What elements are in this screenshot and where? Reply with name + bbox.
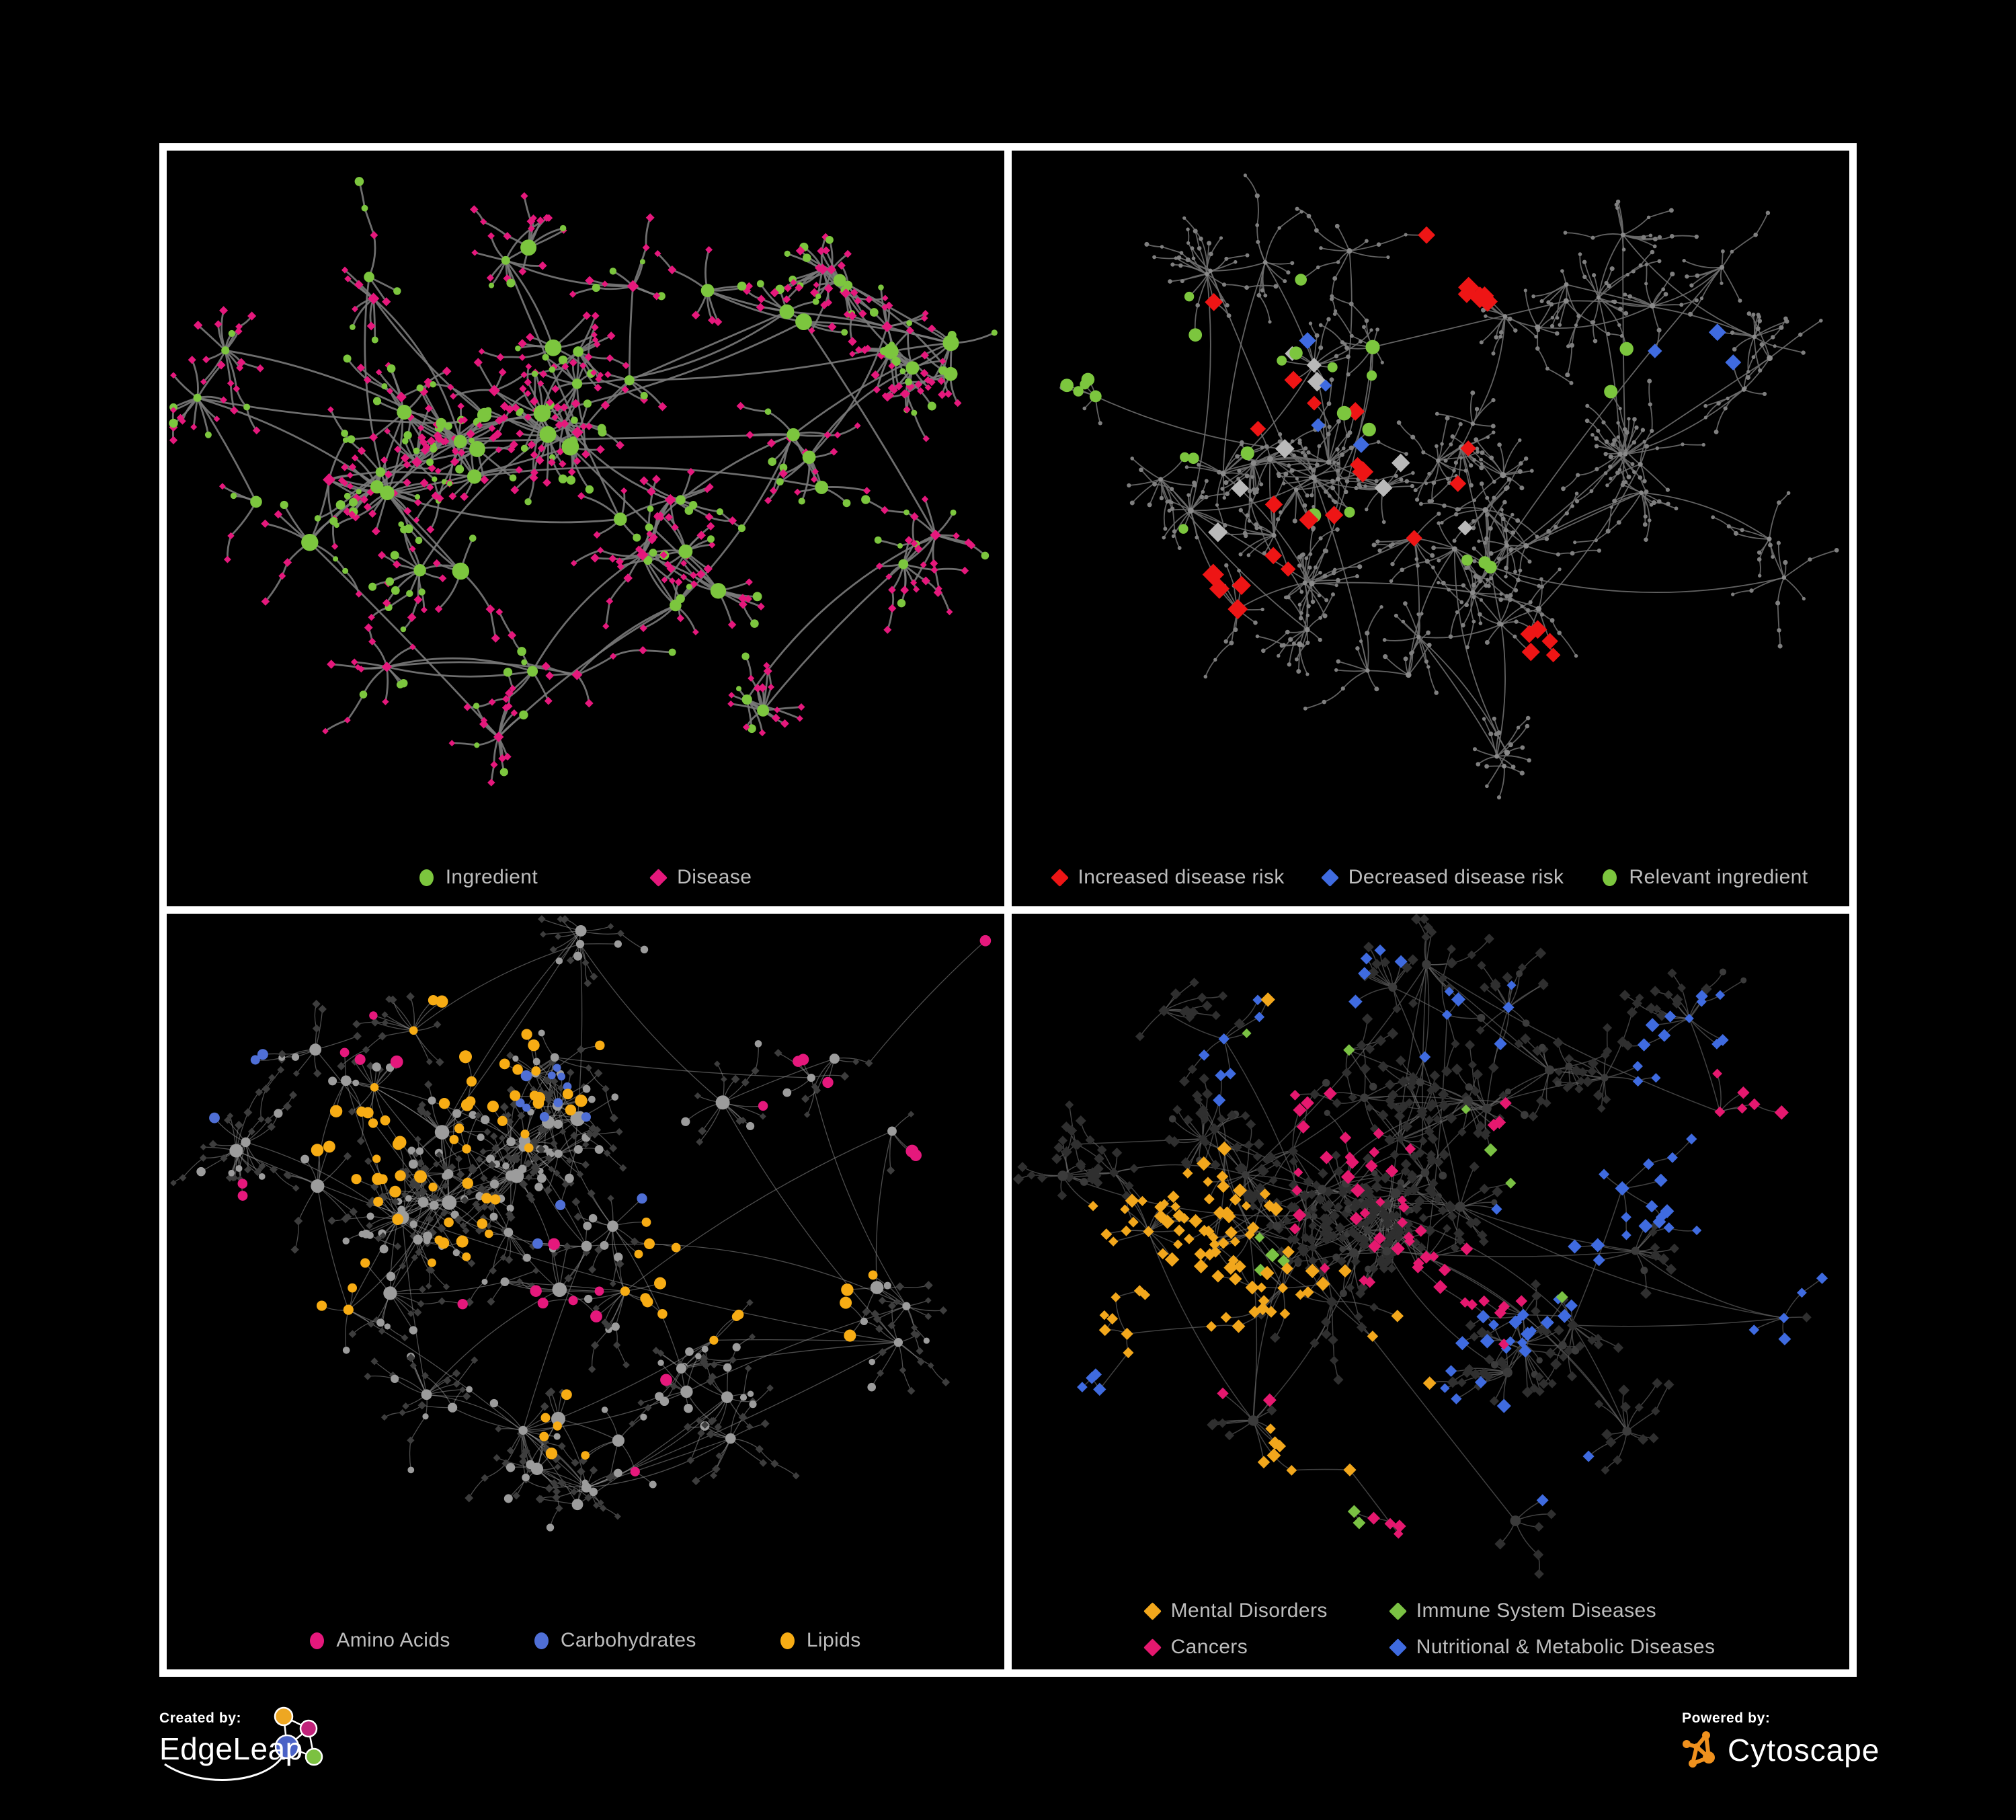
- panel-disease-category: Mental Disorders Immune System Diseases …: [1012, 914, 1849, 1669]
- network-graph-disease-category: [1012, 914, 1828, 1579]
- network-graph-nutrient-class: [170, 915, 992, 1532]
- legend-item-ingredient: Ingredient: [419, 866, 538, 889]
- ingredient-marker-icon: [419, 869, 434, 886]
- disease-marker-icon: [649, 868, 668, 887]
- legend-nutrient-class: Amino Acids Carbohydrates Lipids: [167, 1629, 1004, 1652]
- nutritional-diseases-marker-icon: [1388, 1638, 1407, 1657]
- legend-item-amino-acids: Amino Acids: [310, 1629, 450, 1652]
- edgeleap-blue-node: [274, 1734, 300, 1759]
- network-graph-disease-risk: [1059, 173, 1839, 800]
- legend-item-mental-disorders: Mental Disorders: [1143, 1599, 1328, 1622]
- legend-label: Increased disease risk: [1078, 866, 1285, 888]
- edgeleap-branding: Created by: EdgeLeap: [159, 1700, 401, 1794]
- cytoscape-name: Cytoscape: [1728, 1733, 1880, 1768]
- cancers-marker-icon: [1143, 1638, 1162, 1657]
- immune-diseases-marker-icon: [1388, 1601, 1407, 1620]
- legend-label: Mental Disorders: [1170, 1599, 1328, 1622]
- legend-item-carbohydrates: Carbohydrates: [534, 1629, 696, 1652]
- carbohydrates-marker-icon: [534, 1632, 549, 1649]
- legend-item-cancers: Cancers: [1143, 1636, 1328, 1659]
- panel-ingredient-disease: Ingredient Disease: [167, 151, 1004, 906]
- legend-label: Disease: [677, 866, 752, 888]
- legend-item-disease: Disease: [649, 866, 752, 889]
- legend-label: Relevant ingredient: [1629, 866, 1808, 888]
- network-graph-ingredient-disease: [169, 177, 998, 787]
- edgeleap-green-node: [305, 1747, 323, 1766]
- created-by-label: Created by:: [159, 1710, 242, 1726]
- relevant-ingredient-marker-icon: [1603, 869, 1617, 886]
- legend-label: Decreased disease risk: [1348, 866, 1564, 888]
- legend-label: Lipids: [806, 1629, 861, 1651]
- amino-acids-marker-icon: [310, 1632, 325, 1649]
- legend-label: Nutritional & Metabolic Diseases: [1416, 1636, 1716, 1658]
- legend-item-decreased-risk: Decreased disease risk: [1320, 866, 1564, 889]
- edgeleap-orange-node: [274, 1706, 294, 1727]
- legend-label: Immune System Diseases: [1416, 1599, 1656, 1622]
- lipids-marker-icon: [780, 1632, 795, 1649]
- decreased-risk-marker-icon: [1320, 868, 1339, 887]
- increased-risk-marker-icon: [1050, 868, 1069, 887]
- legend-item-increased-risk: Increased disease risk: [1050, 866, 1285, 889]
- legend-ingredient-disease: Ingredient Disease: [167, 866, 1004, 889]
- legend-disease-risk: Increased disease risk Decreased disease…: [1012, 866, 1849, 889]
- edgeleap-swoosh: [164, 1754, 285, 1781]
- legend-item-relevant-ingredient: Relevant ingredient: [1603, 866, 1808, 889]
- cytoscape-icon: [1683, 1731, 1715, 1768]
- legend-label: Ingredient: [445, 866, 538, 888]
- legend-item-nutritional-diseases: Nutritional & Metabolic Diseases: [1388, 1636, 1716, 1659]
- legend-label: Cancers: [1170, 1636, 1248, 1658]
- edgeleap-logo-icon: [164, 1706, 323, 1781]
- legend-item-immune-diseases: Immune System Diseases: [1388, 1599, 1716, 1622]
- cytoscape-branding: Powered by: Cytoscape: [1682, 1700, 1884, 1770]
- legend-label: Amino Acids: [336, 1629, 450, 1651]
- mental-disorders-marker-icon: [1143, 1601, 1162, 1620]
- powered-by-label: Powered by:: [1682, 1710, 1771, 1726]
- legend-item-lipids: Lipids: [780, 1629, 861, 1652]
- legend-disease-category: Mental Disorders Immune System Diseases …: [1012, 1599, 1849, 1659]
- panel-nutrient-class: Amino Acids Carbohydrates Lipids: [167, 914, 1004, 1669]
- legend-label: Carbohydrates: [560, 1629, 696, 1651]
- edgeleap-magenta-node: [299, 1719, 318, 1738]
- figure-grid: Ingredient Disease Increased disease ris…: [159, 143, 1857, 1677]
- panel-disease-risk: Increased disease risk Decreased disease…: [1012, 151, 1849, 906]
- edgeleap-name: EdgeLeap: [159, 1731, 303, 1766]
